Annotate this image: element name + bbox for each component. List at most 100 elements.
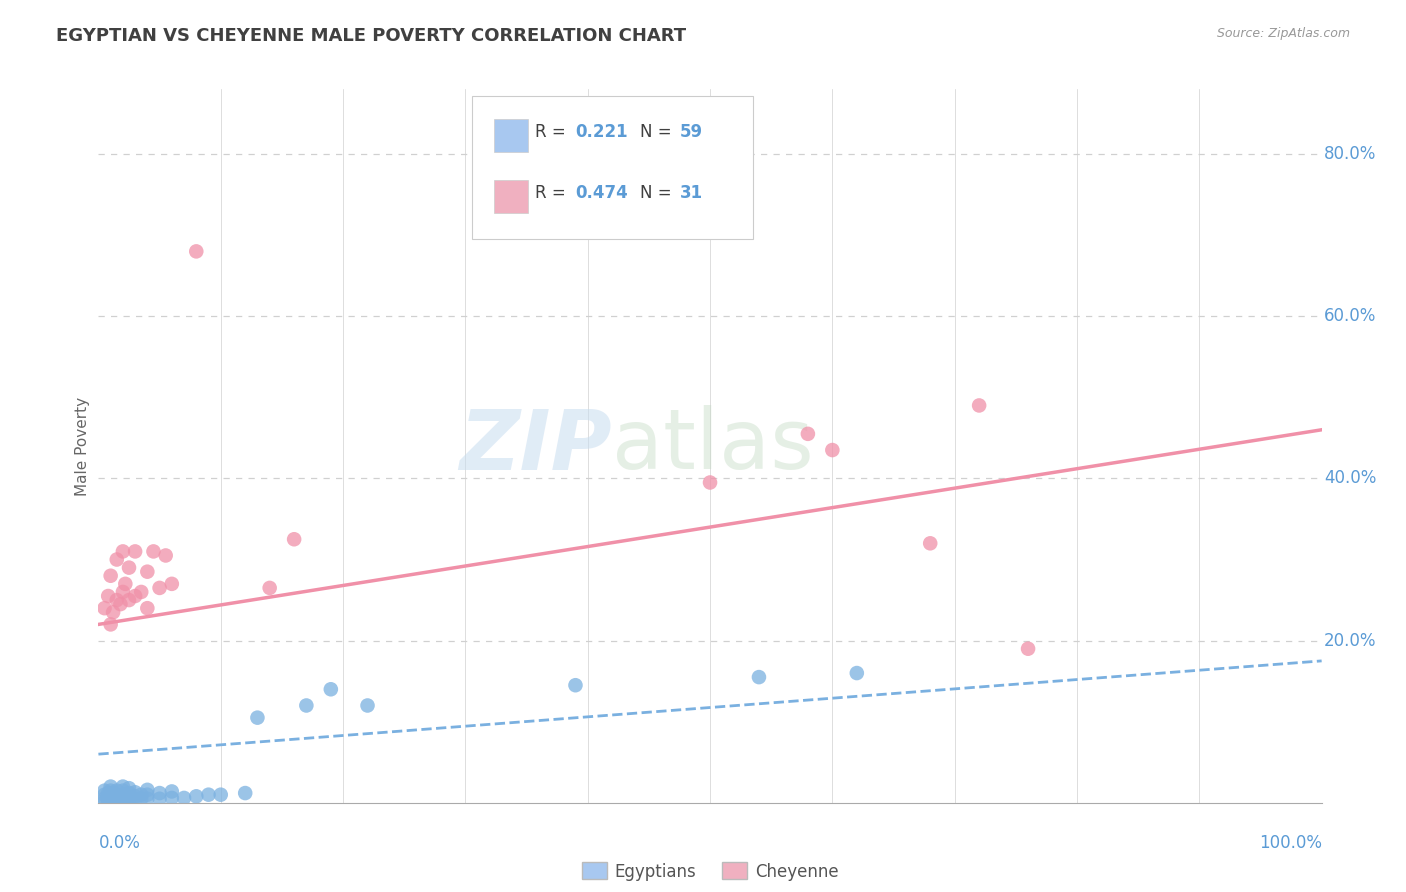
Text: 20.0%: 20.0% bbox=[1324, 632, 1376, 649]
Text: 80.0%: 80.0% bbox=[1324, 145, 1376, 163]
Point bbox=[111, 783, 134, 797]
Point bbox=[93, 788, 115, 802]
Point bbox=[564, 678, 586, 692]
Point bbox=[124, 789, 146, 804]
Point bbox=[105, 792, 128, 806]
Point bbox=[101, 789, 124, 804]
FancyBboxPatch shape bbox=[471, 96, 752, 239]
Point bbox=[110, 794, 132, 808]
Text: ZIP: ZIP bbox=[460, 406, 612, 486]
Point bbox=[93, 783, 115, 797]
Point bbox=[110, 789, 132, 804]
Point bbox=[100, 783, 122, 797]
Y-axis label: Male Poverty: Male Poverty bbox=[75, 396, 90, 496]
Point bbox=[111, 793, 134, 807]
Point bbox=[136, 565, 159, 579]
Point bbox=[118, 781, 141, 796]
Point bbox=[97, 589, 120, 603]
Point bbox=[259, 581, 281, 595]
Point bbox=[111, 788, 134, 802]
Text: 40.0%: 40.0% bbox=[1324, 469, 1376, 487]
Point bbox=[136, 601, 159, 615]
Text: N =: N = bbox=[640, 123, 678, 141]
Point bbox=[105, 783, 128, 797]
Point bbox=[209, 788, 232, 802]
Point bbox=[110, 791, 132, 805]
Point bbox=[1017, 641, 1039, 656]
Point bbox=[246, 711, 269, 725]
Point bbox=[186, 244, 208, 259]
Point bbox=[124, 785, 146, 799]
Point bbox=[97, 786, 120, 800]
Point bbox=[105, 794, 128, 808]
Point bbox=[111, 544, 134, 558]
Point bbox=[101, 791, 124, 805]
Point bbox=[110, 597, 132, 611]
Point bbox=[197, 788, 219, 802]
Text: Source: ZipAtlas.com: Source: ZipAtlas.com bbox=[1216, 27, 1350, 40]
Text: 31: 31 bbox=[679, 184, 703, 202]
Text: N =: N = bbox=[640, 184, 678, 202]
Point bbox=[797, 426, 820, 441]
Point bbox=[100, 795, 122, 809]
Point bbox=[105, 790, 128, 805]
Text: 0.0%: 0.0% bbox=[98, 834, 141, 852]
Legend: Egyptians, Cheyenne: Egyptians, Cheyenne bbox=[575, 855, 845, 888]
Point bbox=[100, 793, 122, 807]
Point bbox=[105, 593, 128, 607]
Point bbox=[967, 399, 990, 413]
Point bbox=[111, 585, 134, 599]
Point bbox=[356, 698, 378, 713]
Text: EGYPTIAN VS CHEYENNE MALE POVERTY CORRELATION CHART: EGYPTIAN VS CHEYENNE MALE POVERTY CORREL… bbox=[56, 27, 686, 45]
Text: 0.221: 0.221 bbox=[575, 123, 628, 141]
Text: 0.474: 0.474 bbox=[575, 184, 628, 202]
Point bbox=[295, 698, 318, 713]
Point bbox=[101, 794, 124, 808]
Point bbox=[149, 791, 172, 805]
Point bbox=[160, 577, 183, 591]
Point bbox=[136, 782, 159, 797]
Point bbox=[111, 791, 134, 805]
Text: 60.0%: 60.0% bbox=[1324, 307, 1376, 326]
Point bbox=[93, 795, 115, 809]
Text: R =: R = bbox=[536, 123, 571, 141]
FancyBboxPatch shape bbox=[494, 180, 527, 212]
Point bbox=[748, 670, 770, 684]
Point bbox=[233, 786, 256, 800]
Point bbox=[97, 791, 120, 805]
Point bbox=[845, 666, 868, 681]
Point bbox=[118, 560, 141, 574]
Point bbox=[124, 589, 146, 603]
Text: 100.0%: 100.0% bbox=[1258, 834, 1322, 852]
Point bbox=[124, 544, 146, 558]
Point bbox=[821, 443, 844, 458]
Point bbox=[118, 793, 141, 807]
Text: atlas: atlas bbox=[612, 406, 814, 486]
Point bbox=[114, 577, 136, 591]
Point bbox=[93, 601, 115, 615]
Point bbox=[124, 792, 146, 806]
Text: 59: 59 bbox=[679, 123, 703, 141]
Point bbox=[149, 786, 172, 800]
Point bbox=[100, 780, 122, 794]
Point bbox=[160, 791, 183, 805]
FancyBboxPatch shape bbox=[494, 120, 527, 152]
Point bbox=[920, 536, 942, 550]
Point bbox=[129, 791, 152, 805]
Point bbox=[136, 791, 159, 805]
Point bbox=[105, 552, 128, 566]
Point bbox=[149, 581, 172, 595]
Point bbox=[100, 788, 122, 802]
Point bbox=[118, 790, 141, 805]
Point bbox=[101, 786, 124, 800]
Point bbox=[111, 780, 134, 794]
Point bbox=[97, 789, 120, 804]
Point bbox=[100, 568, 122, 582]
Point bbox=[100, 617, 122, 632]
Point bbox=[100, 791, 122, 805]
Point bbox=[105, 788, 128, 802]
Point bbox=[283, 533, 305, 547]
Point bbox=[142, 544, 165, 558]
Point bbox=[93, 791, 115, 805]
Point bbox=[699, 475, 721, 490]
